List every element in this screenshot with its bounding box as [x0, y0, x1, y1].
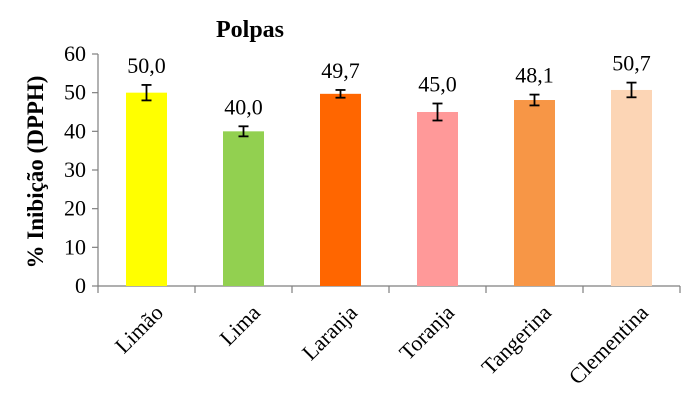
y-tick-label: 50: [64, 80, 86, 105]
error-bars: [141, 81, 637, 138]
y-tick-label: 20: [64, 196, 86, 221]
data-label: 50,7: [612, 51, 651, 76]
y-ticks: 0 10 20 30 40 50 60: [64, 41, 98, 298]
category-label: Laranja: [297, 300, 362, 365]
y-tick-label: 10: [64, 234, 86, 259]
x-ticks: [97, 286, 681, 293]
data-label: 50,0: [127, 53, 166, 78]
category-labels: Limão Lima Laranja Toranja Tangerina Clementi…: [110, 300, 653, 390]
data-label: 49,7: [321, 58, 360, 83]
bar: [126, 92, 167, 287]
y-tick-label: 60: [64, 41, 86, 66]
bar: [417, 112, 458, 286]
category-label: Toranja: [394, 300, 459, 365]
chart-title: Polpas: [216, 17, 284, 43]
category-label: Limão: [110, 300, 168, 358]
bar: [223, 131, 264, 286]
y-axis-label: % Inibição (DPPH): [23, 76, 48, 269]
data-label: 40,0: [224, 94, 263, 119]
bar: [514, 100, 555, 286]
category-label: Tangerina: [476, 300, 556, 380]
data-labels: 50,0 40,0 49,7 45,0 48,1 50,7: [127, 51, 651, 120]
bar: [320, 93, 361, 287]
y-tick-label: 30: [64, 157, 86, 182]
y-tick-label: 0: [75, 273, 86, 298]
data-label: 48,1: [515, 63, 554, 88]
category-label: Lima: [215, 300, 266, 351]
y-tick-label: 40: [64, 118, 86, 143]
category-label: Clementina: [564, 300, 654, 390]
bars: [126, 89, 652, 287]
bar: [611, 89, 652, 287]
data-label: 45,0: [418, 71, 457, 96]
